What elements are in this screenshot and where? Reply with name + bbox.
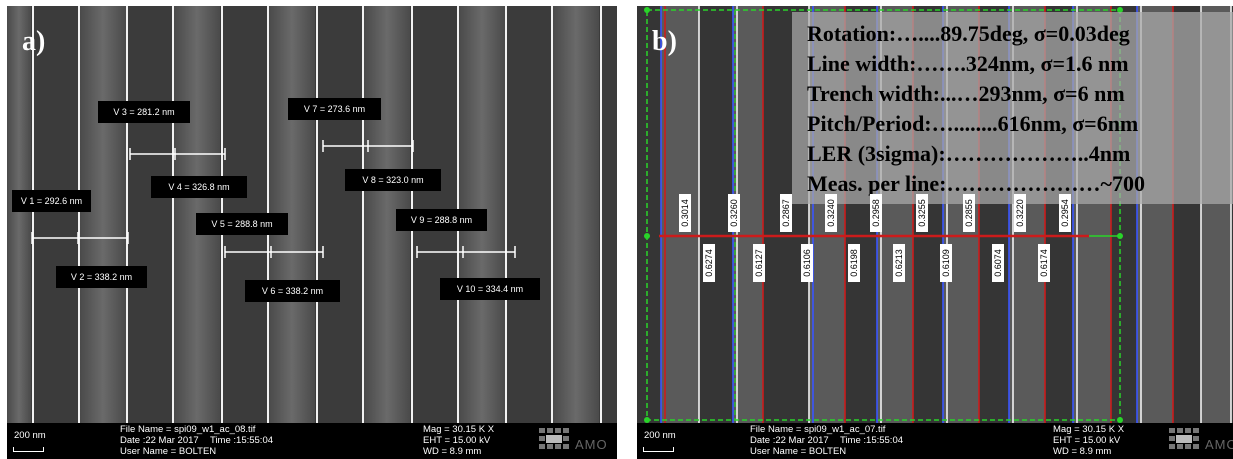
magnification: Mag = 30.15 K X [1053, 425, 1124, 435]
pitch-value: 0.6127 [753, 244, 765, 282]
pitch-value: 0.6174 [1038, 244, 1050, 282]
user-name: User Name = BOLTEN [120, 447, 216, 457]
pitch-value: 0.6074 [992, 244, 1004, 282]
measurement-label-v6: V 6 = 338.2 nm [245, 280, 340, 302]
pitch-value: 0.6198 [848, 244, 860, 282]
sem-databar-a: 200 nm File Name = spi09_w1_ac_08.tif Da… [7, 423, 617, 459]
line-width-value: 0.3260 [728, 194, 740, 232]
measurement-label-v1: V 1 = 292.6 nm [12, 190, 91, 212]
sem-logo-icon [1167, 426, 1207, 456]
measurement-label-v2: V 2 = 338.2 nm [56, 266, 147, 288]
sem-image-b: b) Rotation:…....89.75deg, σ=0.03deg Lin… [637, 6, 1233, 459]
sem-logo-icon [537, 426, 577, 456]
eht: EHT = 15.00 kV [1053, 436, 1120, 446]
time: Time :15:55:04 [210, 436, 273, 446]
measurement-label-v8: V 8 = 323.0 nm [345, 169, 441, 191]
working-distance: WD = 8.9 mm [1053, 447, 1111, 457]
measurement-label-v10: V 10 = 334.4 nm [440, 278, 540, 300]
scale-bar [643, 451, 673, 452]
scale-bar-tick [673, 447, 674, 452]
scale-bar-label: 200 nm [14, 431, 46, 441]
date: Date :22 Mar 2017 [750, 436, 829, 446]
user-name: User Name = BOLTEN [750, 447, 846, 457]
pitch-value: 0.6106 [801, 244, 813, 282]
stat-meas-per-line: Meas. per line:…………………~700 [807, 171, 1145, 197]
line-width-value: 0.3220 [1014, 194, 1026, 232]
file-name: File Name = spi09_w1_ac_07.tif [750, 425, 885, 435]
measurement-label-v7: V 7 = 273.6 nm [288, 98, 381, 120]
pitch-value: 0.6274 [703, 244, 715, 282]
pitch-value: 0.6109 [940, 244, 952, 282]
scale-bar [13, 451, 43, 452]
scale-bar-label: 200 nm [644, 431, 676, 441]
measurement-label-v4: V 4 = 326.8 nm [151, 176, 247, 198]
panel-a-label: a) [22, 26, 45, 58]
working-distance: WD = 8.9 mm [423, 447, 481, 457]
line-width-value: 0.3014 [679, 194, 691, 232]
stat-trench-width: Trench width:...…293nm, σ=6 nm [807, 81, 1125, 107]
date: Date :22 Mar 2017 [120, 436, 199, 446]
line-width-value: 0.3240 [825, 194, 837, 232]
time: Time :15:55:04 [840, 436, 903, 446]
line-width-value: 0.2855 [963, 194, 975, 232]
sem-lines-a [7, 6, 617, 459]
file-name: File Name = spi09_w1_ac_08.tif [120, 425, 255, 435]
stat-rotation: Rotation:…....89.75deg, σ=0.03deg [807, 21, 1130, 47]
sem-databar-b: 200 nm File Name = spi09_w1_ac_07.tif Da… [637, 423, 1233, 459]
stat-pitch: Pitch/Period:…........616nm, σ=6nm [807, 111, 1138, 137]
pitch-value: 0.6213 [893, 244, 905, 282]
scale-bar-tick [13, 447, 14, 452]
scale-bar-tick [643, 447, 644, 452]
line-width-value: 0.3255 [916, 194, 928, 232]
stat-line-width: Line width:…….324nm, σ=1.6 nm [807, 51, 1129, 77]
measurement-label-v5: V 5 = 288.8 nm [196, 213, 288, 235]
line-width-value: 0.2958 [870, 194, 882, 232]
line-width-value: 0.2867 [780, 194, 792, 232]
scale-bar-tick [43, 447, 44, 452]
logo-text: AMO [575, 440, 608, 450]
magnification: Mag = 30.15 K X [423, 425, 494, 435]
panel-b-label: b) [652, 26, 677, 58]
measurement-label-v3: V 3 = 281.2 nm [98, 101, 190, 123]
sem-image-a: a) V 1 = 292.6 nm V 2 = 338.2 nm V 3 = 2… [7, 6, 617, 459]
stat-ler: LER (3sigma):………………..4nm [807, 141, 1130, 167]
logo-text: AMO [1205, 440, 1233, 450]
eht: EHT = 15.00 kV [423, 436, 490, 446]
measurement-label-v9: V 9 = 288.8 nm [396, 209, 487, 231]
line-width-value: 0.2954 [1059, 194, 1071, 232]
